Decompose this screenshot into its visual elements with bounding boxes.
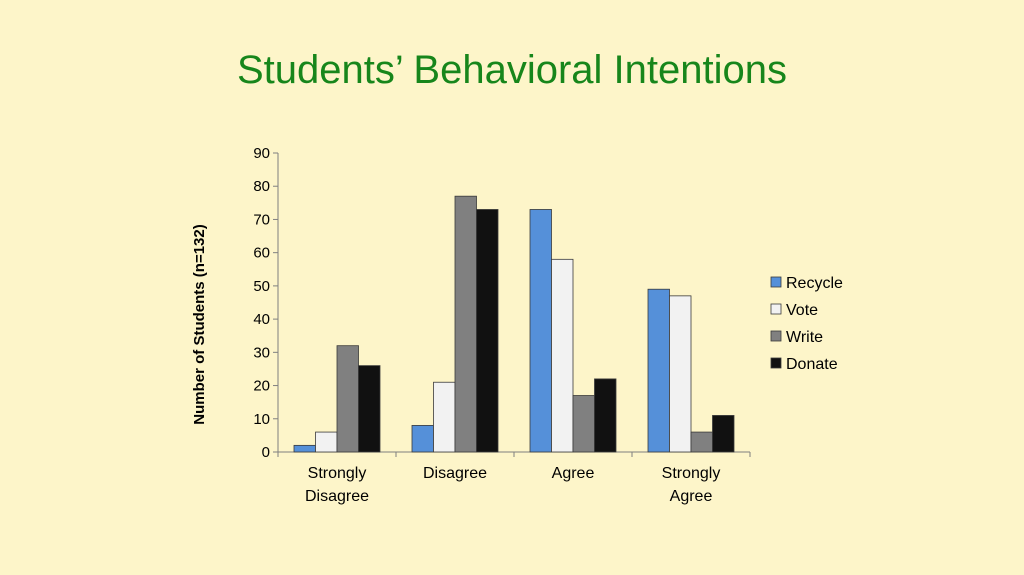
y-tick-label: 40	[253, 311, 270, 328]
slide-title: Students’ Behavioral Intentions	[237, 48, 787, 92]
x-tick-label: Agree	[670, 488, 713, 505]
legend-label: Write	[786, 329, 823, 346]
bar-write	[454, 195, 477, 453]
x-tick-label: Strongly	[662, 465, 721, 482]
y-tick-label: 50	[253, 278, 270, 295]
y-axis-label: Number of Students (n=132)	[191, 224, 208, 424]
bar-vote	[669, 295, 692, 453]
y-tick-label: 30	[253, 344, 270, 361]
legend-label: Recycle	[786, 275, 843, 292]
bar-recycle	[529, 209, 552, 453]
x-tick-label: Agree	[552, 465, 595, 482]
y-tick-label: 90	[253, 145, 270, 162]
bar-donate	[358, 365, 381, 453]
bar-vote	[551, 258, 574, 453]
bar-vote	[315, 431, 338, 453]
x-tick-label: Disagree	[305, 488, 369, 505]
y-tick-label: 20	[253, 378, 270, 395]
bar-recycle	[293, 444, 316, 453]
bar-donate	[594, 378, 617, 453]
bar-donate	[476, 209, 499, 453]
legend-swatch	[770, 303, 782, 315]
legend-label: Donate	[786, 356, 838, 373]
bar-write	[690, 431, 713, 453]
chart-bars	[293, 195, 735, 453]
bar-donate	[712, 415, 735, 453]
y-tick-label: 0	[262, 444, 270, 461]
bar-write	[572, 395, 595, 453]
bar-write	[336, 345, 359, 453]
bar-recycle	[647, 288, 670, 453]
y-tick-label: 70	[253, 211, 270, 228]
chart-axes: 0 10 20 30 40 50 60 70 80 90 Number of Students (n…	[191, 145, 751, 505]
bar-vote	[433, 381, 456, 453]
chart-legend: Recycle Vote Write Donate	[770, 275, 843, 373]
legend-swatch	[770, 330, 782, 342]
x-tick-label: Strongly	[308, 465, 367, 482]
y-tick-label: 80	[253, 178, 270, 195]
y-tick-label: 10	[253, 411, 270, 428]
x-tick-label: Disagree	[423, 465, 487, 482]
legend-swatch	[770, 276, 782, 288]
legend-label: Vote	[786, 302, 818, 319]
y-tick-label: 60	[253, 245, 270, 262]
bar-recycle	[411, 425, 434, 453]
legend-swatch	[770, 357, 782, 369]
